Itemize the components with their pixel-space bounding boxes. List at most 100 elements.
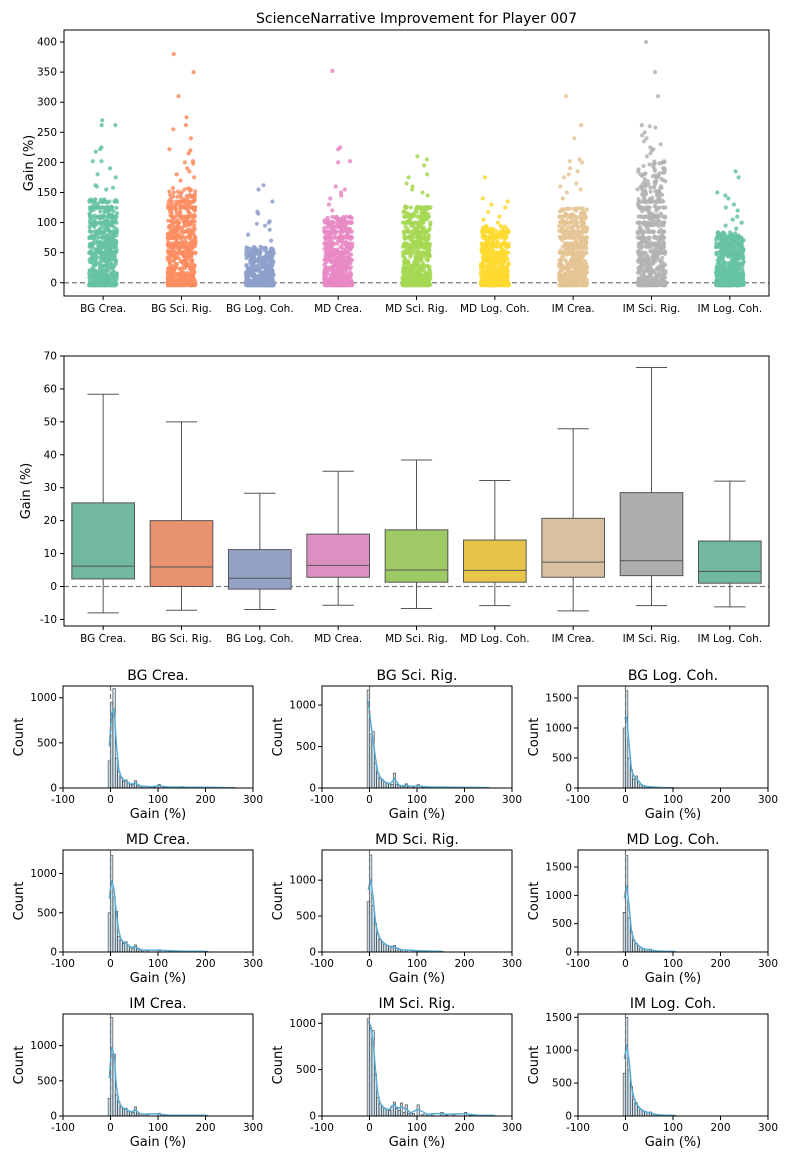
strip-point bbox=[323, 220, 328, 225]
strip-point bbox=[637, 235, 642, 240]
strip-point bbox=[564, 263, 570, 268]
strip-point bbox=[348, 241, 353, 246]
strip-point bbox=[574, 181, 579, 186]
strip-point bbox=[114, 220, 119, 225]
strip-point bbox=[577, 235, 582, 240]
strip-point bbox=[185, 282, 191, 287]
strip-point bbox=[329, 220, 334, 225]
strip-point bbox=[336, 282, 341, 287]
strip-point bbox=[662, 170, 667, 175]
strip-point bbox=[422, 229, 427, 234]
strip-point bbox=[343, 250, 348, 255]
strip-point bbox=[251, 274, 256, 279]
strip-point bbox=[427, 254, 432, 259]
strip-point bbox=[420, 205, 425, 210]
strip-point bbox=[419, 241, 424, 246]
strip-point bbox=[657, 229, 662, 234]
strip-point bbox=[178, 194, 183, 199]
strip-point bbox=[560, 279, 565, 284]
strip-point bbox=[408, 205, 413, 210]
strip-point bbox=[90, 159, 95, 164]
strip-point bbox=[174, 241, 180, 246]
strip-point bbox=[184, 241, 189, 246]
strip-point bbox=[578, 274, 583, 279]
strip-point bbox=[506, 262, 511, 267]
strip-series-im-crea bbox=[557, 94, 590, 288]
strip-point bbox=[579, 220, 584, 225]
strip-point bbox=[345, 258, 350, 263]
strip-point bbox=[642, 229, 647, 234]
strip-point bbox=[639, 229, 644, 234]
strip-point bbox=[349, 220, 354, 225]
strip-point bbox=[189, 260, 195, 265]
strip-point bbox=[180, 274, 185, 279]
strip-point bbox=[88, 259, 93, 265]
strip-point bbox=[193, 241, 198, 246]
strip-point bbox=[493, 244, 498, 249]
strip-point bbox=[568, 166, 573, 171]
strip-point bbox=[481, 217, 486, 222]
strip-point bbox=[404, 220, 409, 225]
strip-point bbox=[416, 283, 421, 288]
strip-point bbox=[651, 162, 656, 167]
strip-point bbox=[92, 261, 97, 266]
strip-point bbox=[114, 229, 119, 234]
strip-point bbox=[96, 276, 101, 281]
strip-point bbox=[104, 187, 109, 192]
strip-point bbox=[244, 274, 249, 279]
strip-point bbox=[484, 278, 489, 283]
strip-point bbox=[584, 207, 589, 212]
strip-point bbox=[566, 172, 571, 177]
strip-point bbox=[495, 241, 500, 246]
strip-point bbox=[563, 235, 568, 240]
strip-point bbox=[425, 172, 430, 177]
strip-point bbox=[349, 216, 354, 221]
strip-point bbox=[173, 283, 178, 288]
strip-point bbox=[90, 214, 95, 219]
strip-point bbox=[422, 163, 427, 168]
strip-point bbox=[577, 206, 582, 211]
strip-point bbox=[561, 275, 566, 280]
strip-point bbox=[428, 276, 433, 281]
strip-point bbox=[191, 161, 196, 166]
strip-point bbox=[584, 235, 590, 240]
strip-point bbox=[420, 220, 426, 225]
strip-point bbox=[403, 241, 408, 246]
strip-point bbox=[348, 271, 353, 276]
strip-point bbox=[113, 241, 118, 246]
strip-point bbox=[568, 214, 573, 219]
strip-point bbox=[557, 224, 562, 229]
strip-point bbox=[89, 256, 94, 261]
strip-point bbox=[402, 229, 407, 234]
strip-point bbox=[186, 151, 191, 156]
strip-series-bg-log-coh bbox=[243, 183, 276, 288]
strip-point bbox=[496, 220, 501, 225]
strip-point bbox=[258, 250, 263, 255]
strip-point bbox=[571, 206, 576, 212]
strip-point bbox=[98, 229, 103, 234]
strip-point bbox=[256, 211, 261, 216]
strip-point bbox=[166, 250, 171, 255]
strip-point bbox=[482, 175, 488, 180]
strip-point bbox=[564, 250, 569, 255]
strip-point bbox=[561, 254, 566, 259]
strip-point bbox=[98, 209, 103, 214]
strip-point bbox=[573, 229, 578, 234]
strip-point bbox=[414, 235, 419, 240]
strip-point bbox=[412, 211, 417, 216]
strip-point bbox=[583, 269, 588, 274]
strip-point bbox=[572, 214, 577, 219]
x-tick-label: MD Sci. Rig. bbox=[385, 303, 448, 315]
strip-point bbox=[96, 250, 101, 255]
strip-point bbox=[324, 250, 329, 255]
strip-point bbox=[414, 261, 419, 266]
strip-point bbox=[182, 187, 187, 192]
strip-point bbox=[102, 214, 107, 219]
strip-point bbox=[420, 260, 425, 265]
strip-point bbox=[565, 206, 571, 211]
strip-point bbox=[563, 94, 569, 99]
strip-point bbox=[166, 278, 171, 283]
strip-point bbox=[410, 278, 415, 283]
strip-point bbox=[572, 282, 577, 287]
strip-point bbox=[410, 220, 415, 225]
